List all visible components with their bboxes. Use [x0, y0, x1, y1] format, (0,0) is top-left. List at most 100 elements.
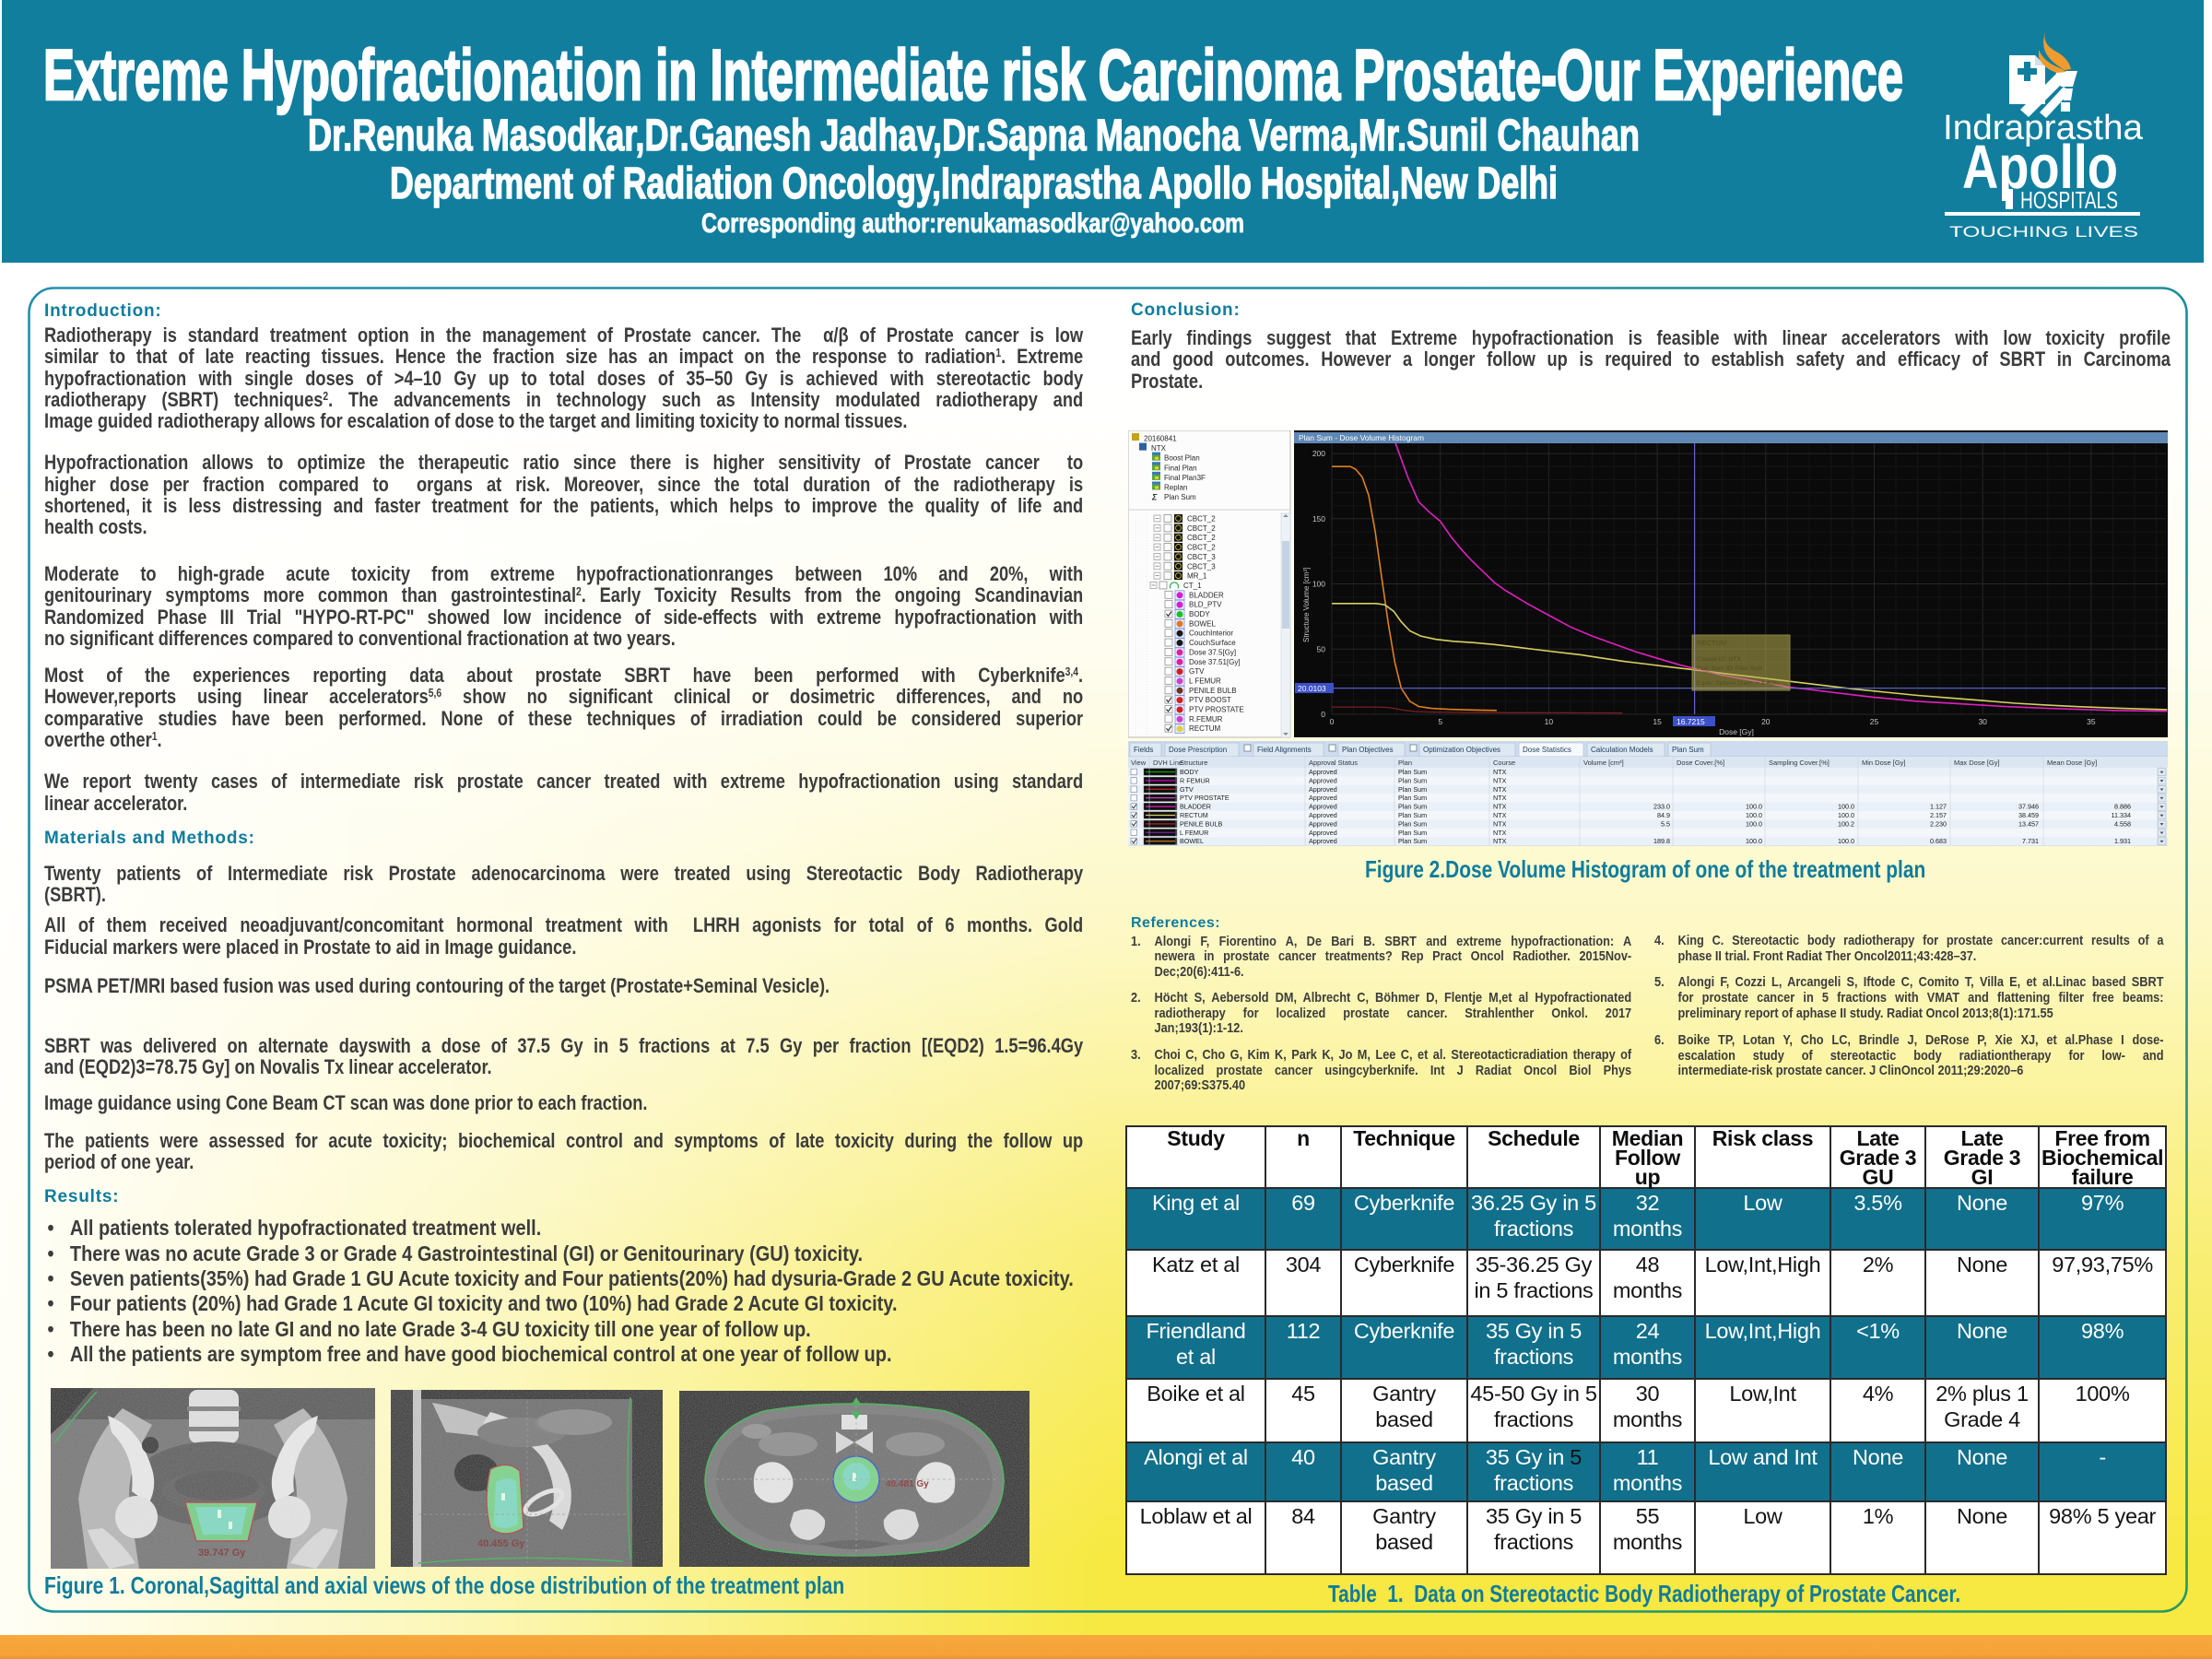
svg-text:Approved: Approved: [1309, 837, 1337, 845]
svg-text:Final Plan3F: Final Plan3F: [1164, 474, 1206, 482]
svg-text:RECTUM: RECTUM: [1189, 724, 1221, 733]
svg-text:1.127: 1.127: [1930, 803, 1947, 811]
svg-text:Min Dose [Gy]: Min Dose [Gy]: [1862, 759, 1906, 767]
svg-text:Σ: Σ: [1151, 493, 1158, 502]
svg-text:150: 150: [1312, 514, 1325, 524]
svg-text:0: 0: [1330, 717, 1335, 726]
svg-text:Approved: Approved: [1309, 776, 1337, 784]
svg-text:Optimization Objectives: Optimization Objectives: [1423, 746, 1500, 754]
svg-text:10: 10: [1545, 717, 1554, 726]
svg-text:CT_1: CT_1: [1183, 582, 1202, 590]
svg-text:CBCT_3: CBCT_3: [1187, 562, 1216, 571]
svg-text:84.9: 84.9: [1657, 811, 1670, 819]
svg-text:20.0103: 20.0103: [1298, 684, 1326, 693]
svg-text:View: View: [1131, 759, 1147, 767]
svg-text:Sampling Cover.[%]: Sampling Cover.[%]: [1769, 759, 1830, 767]
svg-text:R.FEMUR: R.FEMUR: [1189, 715, 1223, 724]
svg-text:Dose Cover.[%]: Dose Cover.[%]: [1677, 759, 1724, 767]
svg-text:Dose Statistics: Dose Statistics: [1523, 746, 1571, 754]
svg-text:NTX: NTX: [1151, 444, 1167, 453]
svg-text:40.455 Gy: 40.455 Gy: [477, 1538, 525, 1549]
svg-text:BLADDER: BLADDER: [1180, 803, 1211, 811]
svg-text:L FEMUR: L FEMUR: [1180, 829, 1208, 837]
svg-text:MR_1: MR_1: [1187, 572, 1207, 581]
svg-text:NTX: NTX: [1493, 803, 1507, 811]
svg-text:100.0: 100.0: [1838, 803, 1854, 811]
svg-text:40.481 Gy: 40.481 Gy: [886, 1479, 929, 1489]
svg-text:Plan: Plan: [1398, 759, 1412, 767]
svg-text:Equiv. Sphere Diam. = 3.4cm: Equiv. Sphere Diam. = 3.4cm: [1697, 680, 1778, 687]
svg-text:4.558: 4.558: [2114, 819, 2131, 828]
svg-text:20160841: 20160841: [1144, 435, 1177, 443]
svg-text:Dose Prescription: Dose Prescription: [1169, 746, 1227, 754]
svg-text:Plan Sum: Plan Sum: [1398, 794, 1427, 802]
svg-text:CBCT_2: CBCT_2: [1187, 515, 1216, 524]
svg-text:Approved: Approved: [1309, 819, 1337, 828]
svg-text:CBCT_3: CBCT_3: [1187, 553, 1216, 561]
svg-text:189.8: 189.8: [1653, 837, 1670, 845]
svg-text:100.0: 100.0: [1746, 803, 1762, 811]
svg-text:2.230: 2.230: [1930, 819, 1947, 828]
svg-text:Plan Sum: Plan Sum: [1398, 837, 1427, 845]
svg-text:Plan Sum: Plan Sum: [1672, 746, 1704, 754]
svg-text:BODY: BODY: [1180, 768, 1199, 776]
svg-text:100.0: 100.0: [1746, 811, 1762, 819]
svg-text:0: 0: [1321, 710, 1325, 719]
svg-text:Plan Sum: Plan Sum: [1398, 803, 1427, 811]
svg-text:11.334: 11.334: [2112, 811, 2131, 819]
svg-text:Plan Sum ID: Plan Sum: Plan Sum ID: Plan Sum: [1697, 665, 1763, 672]
svg-text:0.683: 0.683: [1930, 837, 1947, 845]
svg-text:16.7215: 16.7215: [1677, 717, 1705, 726]
svg-text:Approved: Approved: [1309, 794, 1337, 802]
svg-text:TOUCHING LIVES: TOUCHING LIVES: [1949, 223, 2138, 241]
svg-text:100.0: 100.0: [1838, 837, 1854, 845]
svg-text:Plan Sum: Plan Sum: [1164, 493, 1196, 501]
svg-text:CBCT_2: CBCT_2: [1187, 544, 1216, 552]
svg-text:Boost Plan: Boost Plan: [1164, 454, 1200, 463]
svg-text:BOWEL: BOWEL: [1180, 837, 1204, 845]
svg-text:35: 35: [2087, 717, 2096, 726]
svg-text:CouchSurface: CouchSurface: [1189, 639, 1236, 647]
svg-text:Department of Radiation Oncolo: Department of Radiation Oncology,Indrapr…: [390, 159, 1558, 208]
svg-text:Structure Volume [cm³]: Structure Volume [cm³]: [1302, 568, 1311, 642]
svg-text:PTV PROSTATE: PTV PROSTATE: [1189, 706, 1244, 714]
svg-text:100.0: 100.0: [1746, 837, 1762, 845]
svg-text:NTX: NTX: [1493, 811, 1507, 819]
svg-text:Approved: Approved: [1309, 803, 1337, 811]
svg-text:Plan Sum: Plan Sum: [1398, 829, 1427, 837]
svg-text:BOWEL: BOWEL: [1189, 619, 1216, 628]
svg-text:39.747 Gy: 39.747 Gy: [198, 1547, 246, 1559]
svg-text:CBCT_2: CBCT_2: [1187, 534, 1216, 542]
svg-text:Max Dose [Gy]: Max Dose [Gy]: [1954, 759, 2000, 767]
svg-text:Volume [cm³]: Volume [cm³]: [1583, 759, 1624, 767]
svg-text:Indraprastha: Indraprastha: [1943, 109, 2144, 147]
svg-text:Dr.Renuka Masodkar,Dr.Ganesh J: Dr.Renuka Masodkar,Dr.Ganesh Jadhav,Dr.S…: [308, 112, 1640, 160]
svg-text:13.457: 13.457: [2018, 819, 2039, 828]
svg-text:Dose 37.5[Gy]: Dose 37.5[Gy]: [1189, 648, 1236, 656]
svg-text:GTV: GTV: [1189, 667, 1205, 676]
svg-text:100.0: 100.0: [1746, 819, 1762, 828]
svg-text:Approved: Approved: [1309, 785, 1337, 794]
svg-text:15: 15: [1653, 717, 1662, 726]
svg-text:PTV BOOST: PTV BOOST: [1189, 696, 1231, 704]
svg-text:Corresponding author:renukamas: Corresponding author:renukamasodkar@yaho…: [701, 208, 1244, 239]
svg-text:PENILE BULB: PENILE BULB: [1180, 819, 1223, 828]
svg-text:Plan Sum: Plan Sum: [1398, 819, 1427, 828]
svg-text:Plan Sum: Plan Sum: [1398, 785, 1427, 794]
svg-text:PTV PROSTATE: PTV PROSTATE: [1180, 794, 1230, 802]
svg-text:50: 50: [1317, 644, 1326, 653]
svg-text:Plan Sum: Plan Sum: [1398, 768, 1427, 776]
svg-text:Plan Sum - Dose Volume Histogr: Plan Sum - Dose Volume Histogram: [1299, 433, 1424, 442]
svg-text:HOSPITALS: HOSPITALS: [2020, 186, 2118, 214]
svg-text:BLADDER: BLADDER: [1189, 591, 1224, 599]
svg-text:NTX: NTX: [1493, 768, 1507, 776]
svg-text:7.731: 7.731: [2022, 837, 2039, 845]
svg-text:NTX: NTX: [1493, 794, 1507, 802]
svg-text:PENILE BULB: PENILE BULB: [1189, 687, 1237, 695]
svg-text:DVH Line: DVH Line: [1153, 759, 1182, 767]
svg-text:Field Alignments: Field Alignments: [1257, 746, 1312, 754]
svg-text:20: 20: [1761, 717, 1771, 726]
svg-text:CBCT_2: CBCT_2: [1187, 524, 1216, 533]
svg-text:30: 30: [1978, 717, 1987, 726]
svg-text:100.2: 100.2: [1838, 819, 1854, 828]
